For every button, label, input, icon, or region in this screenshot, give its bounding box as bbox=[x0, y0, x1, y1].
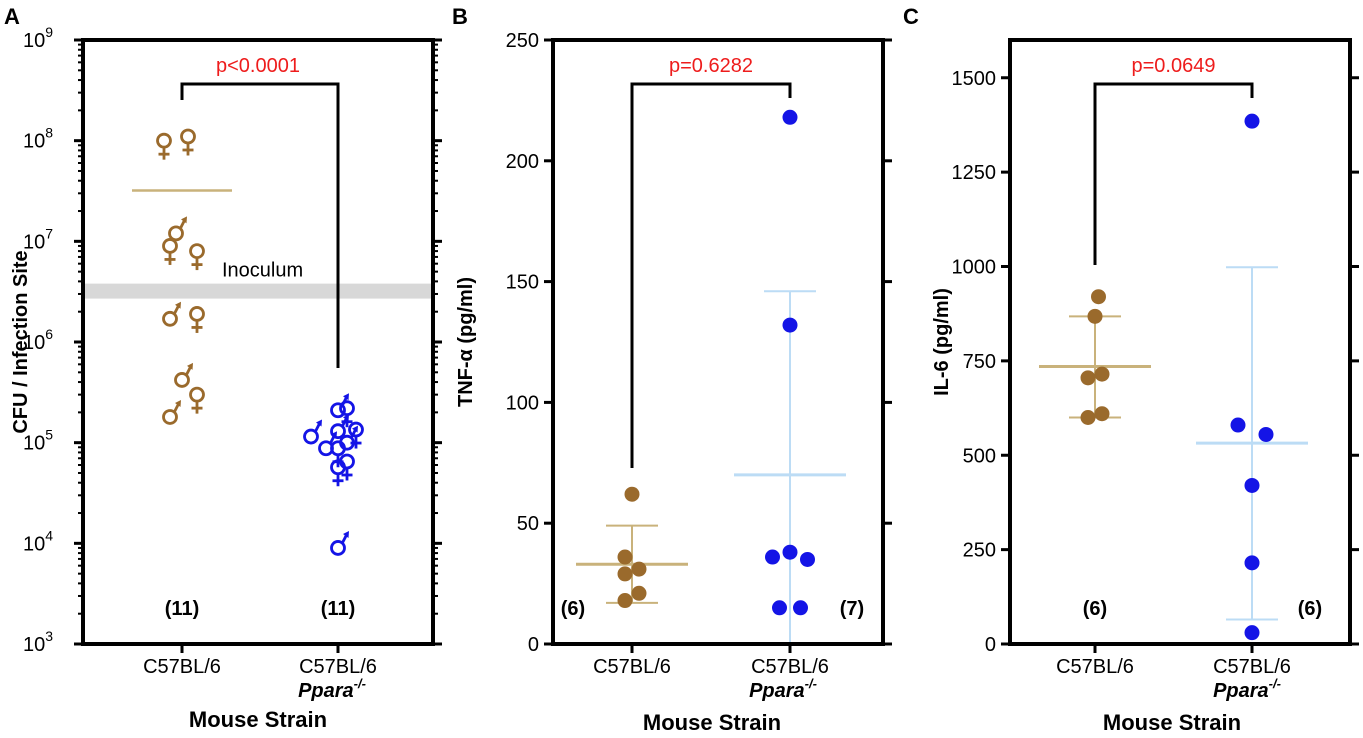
group-count-label: (6) bbox=[561, 598, 585, 620]
category-label: C57BL/6 bbox=[143, 656, 221, 678]
male-data-point bbox=[168, 214, 189, 242]
data-point bbox=[617, 593, 633, 609]
x-axis-title: Mouse Strain bbox=[189, 707, 327, 732]
plot-frame bbox=[551, 38, 885, 646]
y-tick-label: 250 bbox=[506, 30, 539, 52]
group-count-label: (11) bbox=[165, 598, 199, 620]
x-axis-title: Mouse Strain bbox=[643, 710, 781, 735]
data-point bbox=[1258, 426, 1274, 442]
data-point bbox=[782, 317, 798, 333]
data-point bbox=[1094, 366, 1110, 382]
y-tick-label: 200 bbox=[506, 151, 539, 173]
data-point bbox=[800, 551, 815, 567]
y-tick-label: 500 bbox=[963, 445, 996, 467]
data-point bbox=[1087, 308, 1103, 324]
data-point bbox=[1094, 406, 1110, 422]
data-point bbox=[617, 549, 633, 565]
y-tick-label: 150 bbox=[506, 272, 539, 294]
female-data-point bbox=[189, 243, 205, 272]
inoculum-band bbox=[83, 283, 433, 299]
significance-bracket bbox=[630, 82, 792, 468]
data-point bbox=[1244, 555, 1260, 571]
data-point bbox=[631, 585, 647, 601]
female-data-point bbox=[162, 238, 178, 267]
data-point bbox=[782, 544, 798, 560]
inoculum-label: Inoculum bbox=[222, 260, 303, 282]
category-label: C57BL/6 bbox=[751, 656, 829, 678]
y-axis-title: IL-6 (pg/ml) bbox=[931, 288, 953, 396]
y-axis-title: TNF-α (pg/ml) bbox=[455, 277, 477, 407]
panel-b-chart: 0 50 100 150 200 250 p=0.6282 (6) (7) C57BL/6… bbox=[455, 30, 892, 735]
y-tick-label: 1250 bbox=[952, 162, 997, 184]
group-count-label: (7) bbox=[840, 598, 864, 620]
data-point bbox=[624, 486, 640, 502]
male-data-point bbox=[162, 398, 183, 425]
y-tick-label: 0 bbox=[528, 634, 539, 656]
y-axis-title: CFU / Infection Site bbox=[10, 250, 32, 433]
group-count-label: (11) bbox=[321, 598, 355, 620]
group-count-label: (6) bbox=[1083, 598, 1107, 620]
x-axis-title: Mouse Strain bbox=[1103, 710, 1241, 735]
data-point bbox=[1244, 477, 1260, 493]
data-point bbox=[617, 566, 633, 582]
y-tick-label: 107 bbox=[23, 225, 53, 253]
y-tick-label: 103 bbox=[23, 628, 53, 656]
category-label: C57BL/6 bbox=[593, 656, 671, 678]
female-data-point bbox=[189, 386, 205, 416]
male-data-point bbox=[303, 418, 324, 445]
p-value-label: p=0.6282 bbox=[669, 55, 753, 77]
group-count-label: (6) bbox=[1298, 598, 1322, 620]
category-label: C57BL/6 bbox=[1056, 656, 1134, 678]
female-data-point bbox=[189, 306, 205, 335]
data-point bbox=[772, 600, 787, 616]
p-value-label: p<0.0001 bbox=[216, 55, 300, 77]
female-data-point bbox=[339, 453, 355, 482]
plot-frame bbox=[81, 38, 435, 646]
panel-letter-a: A bbox=[4, 4, 20, 29]
data-point bbox=[1080, 410, 1096, 425]
data-point bbox=[793, 600, 808, 616]
y-tick-label: 100 bbox=[506, 392, 539, 414]
panel-letter-b: B bbox=[452, 4, 468, 29]
significance-bracket bbox=[1093, 82, 1254, 265]
panel-letter-c: C bbox=[903, 4, 919, 29]
category-sublabel: Ppara-/- bbox=[298, 676, 366, 702]
female-data-point bbox=[156, 132, 172, 162]
data-point bbox=[1230, 417, 1246, 433]
data-point bbox=[1080, 370, 1096, 386]
y-tick-label: 750 bbox=[963, 351, 996, 373]
female-data-point bbox=[180, 128, 196, 157]
data-point bbox=[765, 549, 780, 565]
data-point bbox=[631, 561, 647, 577]
significance-bracket bbox=[180, 82, 340, 368]
y-tick-label: 108 bbox=[23, 125, 53, 153]
y-tick-label: 1500 bbox=[952, 68, 997, 90]
data-point bbox=[1091, 289, 1106, 305]
y-tick-label: 250 bbox=[963, 540, 996, 562]
y-tick-label: 104 bbox=[23, 527, 53, 555]
y-tick-label: 109 bbox=[23, 24, 53, 52]
category-sublabel: Ppara-/- bbox=[749, 676, 817, 702]
p-value-label: p=0.0649 bbox=[1132, 55, 1216, 77]
data-point bbox=[1244, 113, 1260, 129]
category-label: C57BL/6 bbox=[299, 656, 377, 678]
male-data-point bbox=[330, 529, 351, 556]
data-point bbox=[782, 109, 798, 125]
y-tick-label: 50 bbox=[517, 513, 539, 535]
male-data-point bbox=[162, 300, 183, 327]
category-label: C57BL/6 bbox=[1213, 656, 1291, 678]
category-sublabel: Ppara-/- bbox=[1213, 676, 1281, 702]
y-tick-label: 0 bbox=[985, 634, 996, 656]
y-tick-label: 1000 bbox=[952, 257, 997, 279]
plot-frame bbox=[1008, 38, 1352, 646]
data-point bbox=[1244, 625, 1260, 641]
male-data-point bbox=[174, 361, 195, 388]
